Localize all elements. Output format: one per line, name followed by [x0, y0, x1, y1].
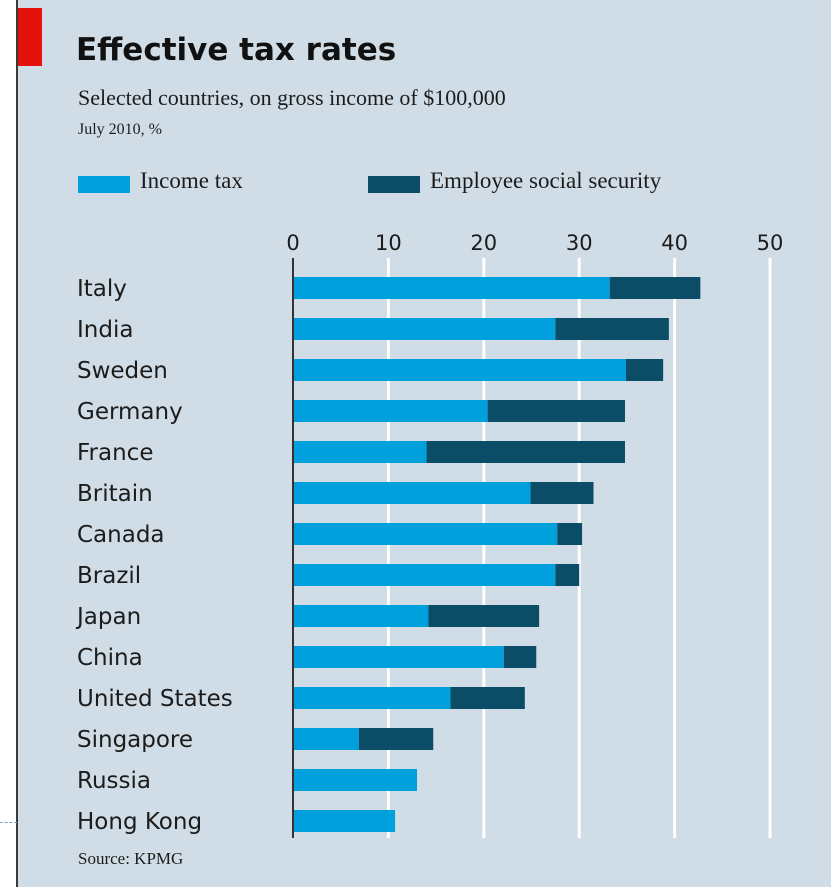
x-tick-label: 30 [566, 231, 593, 255]
category-label: Canada [77, 522, 165, 548]
x-tick-label: 50 [757, 231, 784, 255]
accent-tag [18, 8, 42, 66]
x-tick-label: 40 [661, 231, 688, 255]
category-label: Britain [77, 481, 153, 507]
category-label: Brazil [77, 563, 141, 589]
bar-social-security [503, 646, 537, 668]
bar-social-security [450, 687, 525, 709]
bar-income-tax [293, 400, 488, 422]
bar-social-security [557, 523, 583, 545]
category-label: India [77, 317, 133, 343]
bar-social-security [428, 605, 540, 627]
x-tick-label: 0 [286, 231, 299, 255]
legend-label-income-tax: Income tax [140, 168, 243, 193]
bar-social-security [487, 400, 625, 422]
category-label: United States [77, 686, 233, 712]
category-label: Germany [77, 399, 183, 425]
bar-income-tax [293, 646, 504, 668]
category-label: Sweden [77, 358, 168, 384]
bar-income-tax [293, 441, 427, 463]
bar-income-tax [293, 318, 556, 340]
x-tick-label: 10 [375, 231, 402, 255]
category-label: Singapore [77, 727, 193, 753]
legend-swatch-income-tax [78, 176, 130, 193]
chart-subtitle: Selected countries, on gross income of $… [78, 85, 506, 110]
category-label: Hong Kong [77, 809, 202, 835]
dashed-guide [0, 822, 17, 823]
category-label: China [77, 645, 143, 671]
bar-income-tax [293, 359, 626, 381]
unit-note: July 2010, % [78, 121, 162, 138]
bar-income-tax [293, 277, 610, 299]
category-label: Italy [77, 276, 127, 302]
bar-income-tax [293, 687, 451, 709]
legend-label-social-security: Employee social security [430, 168, 662, 193]
bar-income-tax [293, 810, 396, 832]
bar-social-security [609, 277, 701, 299]
bar-social-security [358, 728, 434, 750]
bar-income-tax [293, 482, 531, 504]
bar-income-tax [293, 523, 558, 545]
chart-title: Effective tax rates [76, 32, 397, 68]
x-tick-label: 20 [470, 231, 497, 255]
bar-social-security [530, 482, 594, 504]
bar-income-tax [293, 769, 418, 791]
category-label: France [77, 440, 153, 466]
bar-social-security [625, 359, 664, 381]
bar-social-security [555, 318, 669, 340]
category-label: Russia [77, 768, 151, 794]
bar-income-tax [293, 564, 556, 586]
bar-social-security [426, 441, 625, 463]
bar-social-security [555, 564, 580, 586]
bar-income-tax [293, 605, 429, 627]
page-edge [16, 0, 18, 887]
bar-income-tax [293, 728, 359, 750]
legend-swatch-social-security [368, 176, 420, 193]
category-label: Japan [75, 604, 141, 630]
source-note: Source: KPMG [78, 849, 184, 868]
